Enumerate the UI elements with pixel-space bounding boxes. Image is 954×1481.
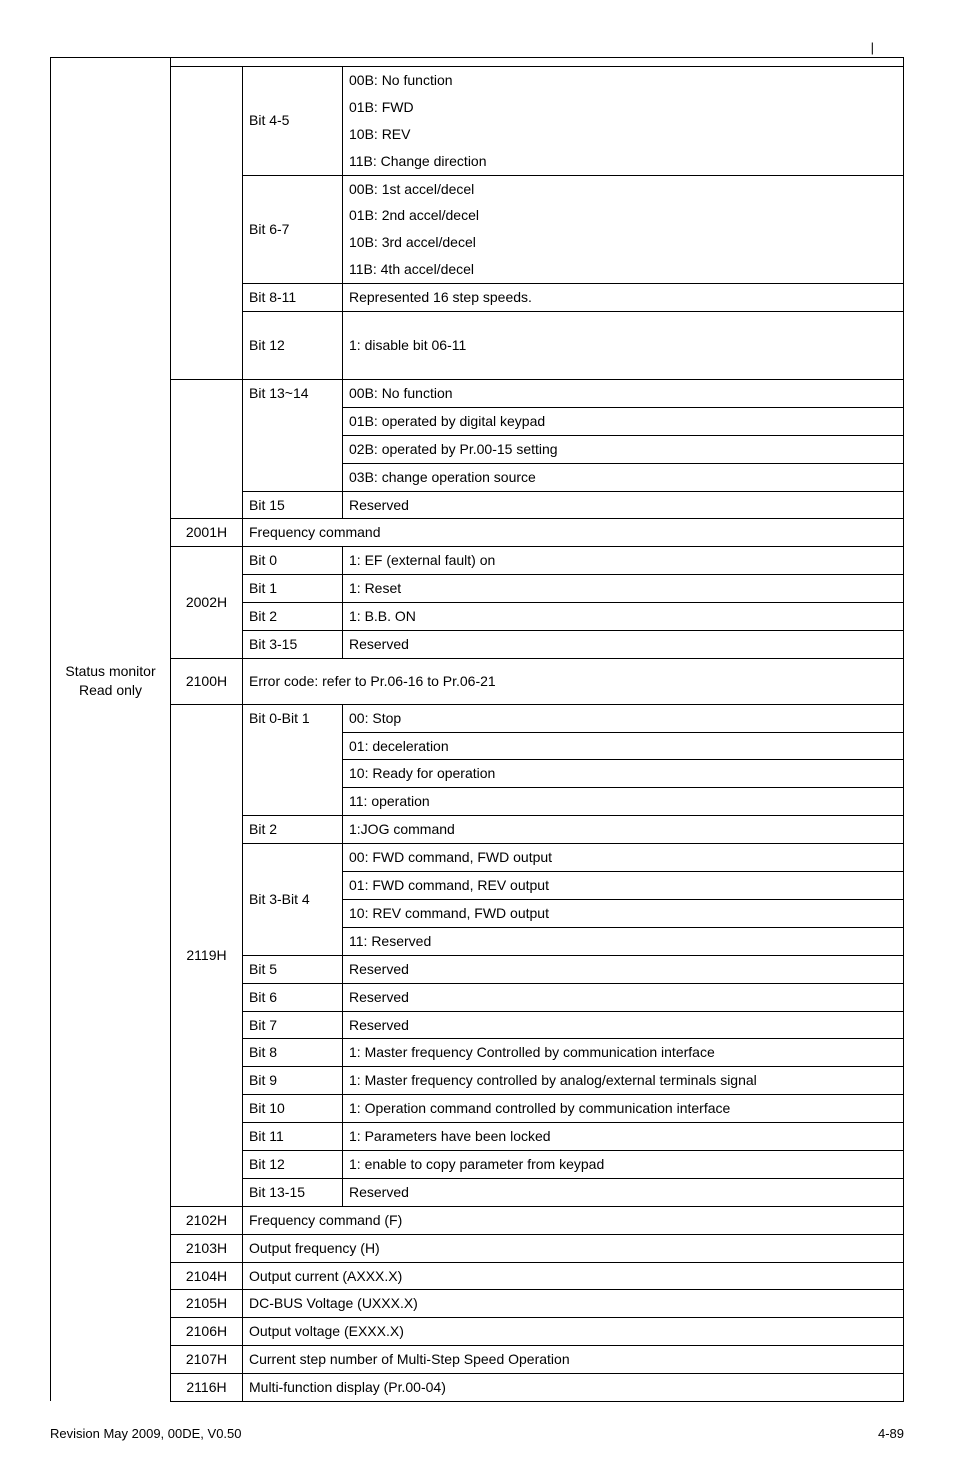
bit-label: Bit 4-5 — [243, 67, 343, 176]
bit-label: Bit 5 — [243, 955, 343, 983]
bit-desc: Reserved — [343, 1178, 904, 1206]
bit-label: Bit 7 — [243, 1011, 343, 1039]
bit-desc: 00: FWD command, FWD output — [343, 844, 904, 872]
addr-cell: 2102H — [171, 1206, 243, 1234]
footer-revision: Revision May 2009, 00DE, V0.50 — [50, 1426, 242, 1441]
addr-cell: 2103H — [171, 1234, 243, 1262]
bit-desc: 01: FWD command, REV output — [343, 872, 904, 900]
bit-desc: 10: REV command, FWD output — [343, 899, 904, 927]
bit-desc: 01: deceleration — [343, 732, 904, 760]
desc-cell: Output frequency (H) — [243, 1234, 904, 1262]
bit-label: Bit 1 — [243, 575, 343, 603]
bit-desc: 01B: FWD — [343, 94, 904, 121]
bit-desc: 01B: 2nd accel/decel — [343, 202, 904, 229]
bit-desc: 1: B.B. ON — [343, 603, 904, 631]
bit-desc: 1:JOG command — [343, 816, 904, 844]
bit-label: Bit 13-15 — [243, 1178, 343, 1206]
addr-blank-b — [171, 380, 243, 519]
bit-desc: 11: operation — [343, 788, 904, 816]
left-spacer — [51, 67, 171, 94]
bit-desc: 00: Stop — [343, 704, 904, 732]
left-label: Status monitor Read only — [51, 658, 171, 704]
addr-blank-a — [171, 67, 243, 380]
bit-desc: 10: Ready for operation — [343, 760, 904, 788]
bit-desc: Represented 16 step speeds. — [343, 284, 904, 312]
bit-desc: Reserved — [343, 1011, 904, 1039]
bit-desc: 1: Master frequency Controlled by commun… — [343, 1039, 904, 1067]
footer-page-number: 4-89 — [878, 1426, 904, 1441]
desc-cell: Output voltage (EXXX.X) — [243, 1318, 904, 1346]
bit-desc: 10B: 3rd accel/decel — [343, 229, 904, 256]
bit-label: Bit 8-11 — [243, 284, 343, 312]
bit-label: Bit 0-Bit 1 — [243, 704, 343, 816]
bit-desc: Reserved — [343, 983, 904, 1011]
bit-desc: 1: Master frequency controlled by analog… — [343, 1067, 904, 1095]
bit-desc: 1: Operation command controlled by commu… — [343, 1095, 904, 1123]
left-spacer — [51, 58, 171, 67]
bit-desc: 11B: Change direction — [343, 148, 904, 175]
addr-cell: 2105H — [171, 1290, 243, 1318]
addr-cell: 2106H — [171, 1318, 243, 1346]
addr-cell: 2104H — [171, 1262, 243, 1290]
desc-cell: Output current (AXXX.X) — [243, 1262, 904, 1290]
bit-desc: 01B: operated by digital keypad — [343, 407, 904, 435]
bit-desc: 03B: change operation source — [343, 463, 904, 491]
desc-cell: Frequency command — [243, 519, 904, 547]
addr-cell: 2116H — [171, 1374, 243, 1402]
bit-label: Bit 13~14 — [243, 380, 343, 492]
page-footer: Revision May 2009, 00DE, V0.50 4-89 — [50, 1426, 904, 1441]
bit-desc: 1: EF (external fault) on — [343, 547, 904, 575]
addr-cell: 2100H — [171, 658, 243, 704]
bit-desc: Reserved — [343, 631, 904, 659]
bit-label: Bit 15 — [243, 491, 343, 519]
addr-cell: 2001H — [171, 519, 243, 547]
register-table: Bit 4-5 00B: No function 01B: FWD 10B: R… — [50, 57, 904, 1402]
desc-cell: Error code: refer to Pr.06-16 to Pr.06-2… — [243, 658, 904, 704]
bit-label: Bit 11 — [243, 1123, 343, 1151]
bit-desc: 00B: No function — [343, 380, 904, 408]
bit-desc: 11: Reserved — [343, 927, 904, 955]
bit-desc: 00B: 1st accel/decel — [343, 175, 904, 202]
bit-desc: 1: Parameters have been locked — [343, 1123, 904, 1151]
bit-label: Bit 2 — [243, 603, 343, 631]
bit-label: Bit 12 — [243, 312, 343, 380]
bit-desc: 00B: No function — [343, 67, 904, 94]
bit-label: Bit 10 — [243, 1095, 343, 1123]
bit-label: Bit 3-Bit 4 — [243, 844, 343, 956]
corner-pipe: | — [50, 40, 904, 57]
bit-label: Bit 2 — [243, 816, 343, 844]
bit-desc: 11B: 4th accel/decel — [343, 256, 904, 283]
bit-desc: 1: enable to copy parameter from keypad — [343, 1150, 904, 1178]
bit-label: Bit 8 — [243, 1039, 343, 1067]
header-blank — [171, 58, 904, 67]
bit-desc: Reserved — [343, 955, 904, 983]
bit-label: Bit 6 — [243, 983, 343, 1011]
bit-label: Bit 3-15 — [243, 631, 343, 659]
desc-cell: DC-BUS Voltage (UXXX.X) — [243, 1290, 904, 1318]
bit-desc: Reserved — [343, 491, 904, 519]
bit-desc: 10B: REV — [343, 121, 904, 148]
bit-label: Bit 6-7 — [243, 175, 343, 284]
desc-cell: Multi-function display (Pr.00-04) — [243, 1374, 904, 1402]
bit-desc: 02B: operated by Pr.00-15 setting — [343, 435, 904, 463]
bit-desc: 1: Reset — [343, 575, 904, 603]
bit-desc: 1: disable bit 06-11 — [343, 312, 904, 380]
bit-label: Bit 12 — [243, 1150, 343, 1178]
desc-cell: Frequency command (F) — [243, 1206, 904, 1234]
bit-label: Bit 9 — [243, 1067, 343, 1095]
bit-label: Bit 0 — [243, 547, 343, 575]
addr-cell: 2119H — [171, 704, 243, 1206]
addr-cell: 2002H — [171, 547, 243, 659]
